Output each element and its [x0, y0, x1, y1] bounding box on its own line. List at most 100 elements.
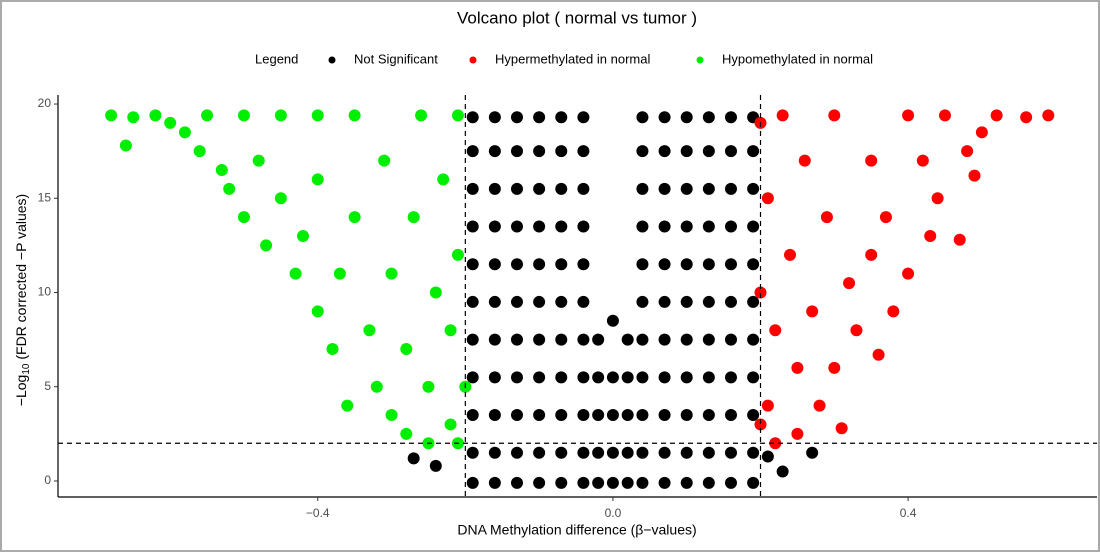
point	[702, 371, 715, 384]
point	[658, 182, 671, 195]
point	[510, 145, 523, 158]
point	[577, 111, 590, 124]
point	[702, 145, 715, 158]
point	[466, 409, 479, 422]
point	[680, 409, 693, 422]
point	[887, 305, 900, 318]
point	[747, 333, 760, 346]
point	[105, 109, 118, 122]
point	[776, 109, 789, 122]
point	[680, 182, 693, 195]
point	[488, 333, 501, 346]
point	[510, 111, 523, 124]
point	[724, 182, 737, 195]
point	[488, 295, 501, 308]
point	[400, 427, 413, 440]
legend-label: Not Significant	[354, 51, 438, 66]
point	[466, 258, 479, 271]
point	[968, 169, 981, 182]
point	[178, 126, 191, 139]
point	[444, 324, 457, 337]
point	[636, 295, 649, 308]
point	[533, 182, 546, 195]
point	[747, 409, 760, 422]
point	[466, 145, 479, 158]
point	[724, 145, 737, 158]
point	[533, 258, 546, 271]
point	[555, 258, 568, 271]
point	[621, 409, 634, 422]
point	[385, 409, 398, 422]
point	[488, 476, 501, 489]
legend-label: Hypermethylated in normal	[495, 51, 650, 66]
point	[658, 258, 671, 271]
point	[370, 380, 383, 393]
point	[754, 418, 767, 431]
point	[828, 361, 841, 374]
point	[466, 220, 479, 233]
point	[680, 333, 693, 346]
point	[311, 305, 324, 318]
point	[311, 109, 324, 122]
point	[533, 333, 546, 346]
point	[437, 173, 450, 186]
point	[592, 371, 605, 384]
point	[680, 145, 693, 158]
legend-marker	[696, 56, 704, 64]
point	[658, 409, 671, 422]
point	[702, 409, 715, 422]
point	[606, 371, 619, 384]
point	[466, 182, 479, 195]
x-tick-label: 0.4	[900, 506, 917, 520]
point	[747, 182, 760, 195]
point	[902, 109, 915, 122]
point	[658, 220, 671, 233]
point	[843, 277, 856, 290]
y-tick-label: 15	[38, 190, 52, 204]
point	[488, 182, 501, 195]
point	[680, 295, 693, 308]
point	[510, 258, 523, 271]
point	[577, 476, 590, 489]
point	[680, 476, 693, 489]
point	[761, 192, 774, 205]
point	[658, 476, 671, 489]
point	[865, 154, 878, 167]
point	[466, 111, 479, 124]
point	[865, 248, 878, 261]
point	[488, 409, 501, 422]
point	[798, 154, 811, 167]
point	[215, 164, 228, 177]
point	[260, 239, 273, 252]
x-axis-title: DNA Methylation difference (β−values)	[457, 522, 696, 538]
point	[555, 371, 568, 384]
point	[658, 446, 671, 459]
point	[577, 409, 590, 422]
point	[724, 371, 737, 384]
point	[761, 450, 774, 463]
point	[577, 145, 590, 158]
point	[555, 295, 568, 308]
point	[636, 333, 649, 346]
point	[606, 446, 619, 459]
point	[415, 109, 428, 122]
point	[702, 333, 715, 346]
point	[592, 446, 605, 459]
point	[348, 211, 361, 224]
point	[577, 446, 590, 459]
point	[311, 173, 324, 186]
point	[747, 258, 760, 271]
y-tick-label: 0	[44, 473, 51, 487]
point	[636, 111, 649, 124]
point	[724, 220, 737, 233]
point	[702, 295, 715, 308]
point	[747, 476, 760, 489]
point	[555, 111, 568, 124]
point	[533, 476, 546, 489]
point	[680, 220, 693, 233]
point	[747, 295, 760, 308]
point	[702, 182, 715, 195]
point	[577, 295, 590, 308]
point	[555, 333, 568, 346]
